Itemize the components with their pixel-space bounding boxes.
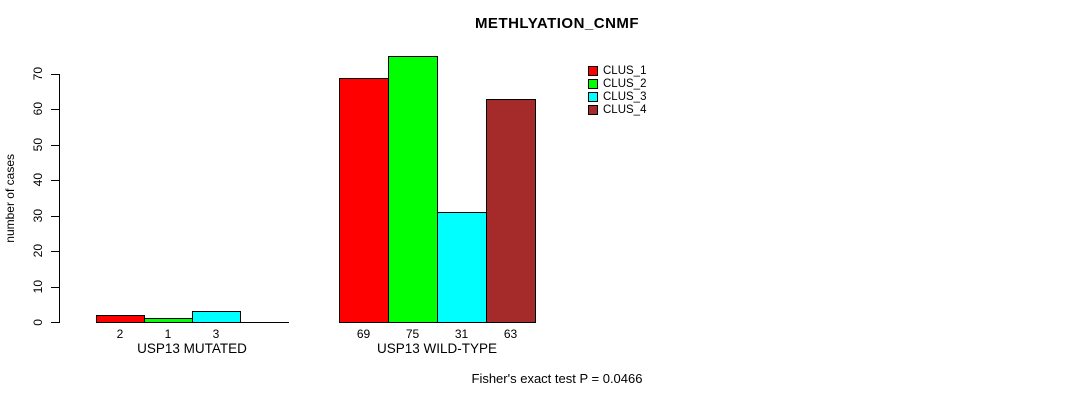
y-tick [51, 216, 59, 217]
legend-label: CLUS_4 [603, 104, 647, 116]
y-tick-label: 0 [30, 310, 46, 334]
y-tick [51, 322, 59, 323]
y-axis-title-text: number of cases [3, 154, 17, 243]
y-tick-label-text: 20 [31, 244, 45, 258]
bar-value-label: 75 [405, 327, 420, 341]
legend-swatch-clus_2 [588, 79, 598, 89]
y-tick-label: 30 [30, 204, 46, 228]
legend-swatch-clus_3 [588, 92, 598, 102]
group-label: USP13 WILD-TYPE [376, 341, 498, 356]
legend-item-clus_1: CLUS_1 [588, 65, 658, 78]
bar-clus_1 [339, 78, 389, 323]
y-tick [51, 180, 59, 181]
y-tick-label-text: 40 [31, 173, 45, 187]
legend-label: CLUS_1 [603, 65, 647, 77]
y-tick-label-text: 50 [31, 138, 45, 152]
y-tick-label-text: 60 [31, 102, 45, 116]
legend-label: CLUS_3 [603, 91, 647, 103]
y-axis-title: number of cases [2, 74, 18, 323]
bar-value-label: 2 [116, 327, 124, 341]
y-tick-label-text: 30 [31, 209, 45, 223]
bar-clus_2 [388, 56, 438, 323]
y-tick [51, 74, 59, 75]
bar-value-label: 3 [212, 327, 220, 341]
y-tick-label-text: 10 [31, 280, 45, 294]
legend-item-clus_3: CLUS_3 [588, 91, 658, 104]
legend-label: CLUS_2 [603, 78, 647, 90]
legend-item-clus_4: CLUS_4 [588, 104, 658, 117]
bar-clus_3 [192, 311, 241, 323]
legend-item-clus_2: CLUS_2 [588, 78, 658, 91]
fisher-test-annotation: Fisher's exact test P = 0.0466 [471, 371, 643, 386]
bar-clus_1 [96, 315, 145, 323]
bar-value-label: 31 [454, 327, 469, 341]
y-tick [51, 287, 59, 288]
y-tick-label: 60 [30, 97, 46, 121]
y-tick-label: 20 [30, 239, 46, 263]
bar-clus_4 [486, 99, 536, 323]
chart-title: METHLYATION_CNMF [474, 15, 640, 32]
bar-clus_2 [144, 318, 193, 323]
y-tick-label: 40 [30, 168, 46, 192]
y-tick [51, 109, 59, 110]
legend-swatch-clus_4 [588, 105, 598, 115]
y-tick-label: 10 [30, 275, 46, 299]
y-tick-label: 70 [30, 62, 46, 86]
y-tick-label-text: 70 [31, 67, 45, 81]
y-axis-line [59, 74, 60, 323]
legend-swatch-clus_1 [588, 66, 598, 76]
bar-clus_3 [437, 212, 487, 323]
y-tick [51, 145, 59, 146]
bar-value-label: 69 [356, 327, 371, 341]
bar-clus_4-zero [240, 322, 289, 323]
y-tick-label-text: 0 [31, 318, 45, 326]
y-tick-label: 50 [30, 133, 46, 157]
bar-value-label: 63 [503, 327, 518, 341]
y-tick [51, 251, 59, 252]
group-label: USP13 MUTATED [137, 341, 247, 356]
bar-value-label: 1 [164, 327, 172, 341]
